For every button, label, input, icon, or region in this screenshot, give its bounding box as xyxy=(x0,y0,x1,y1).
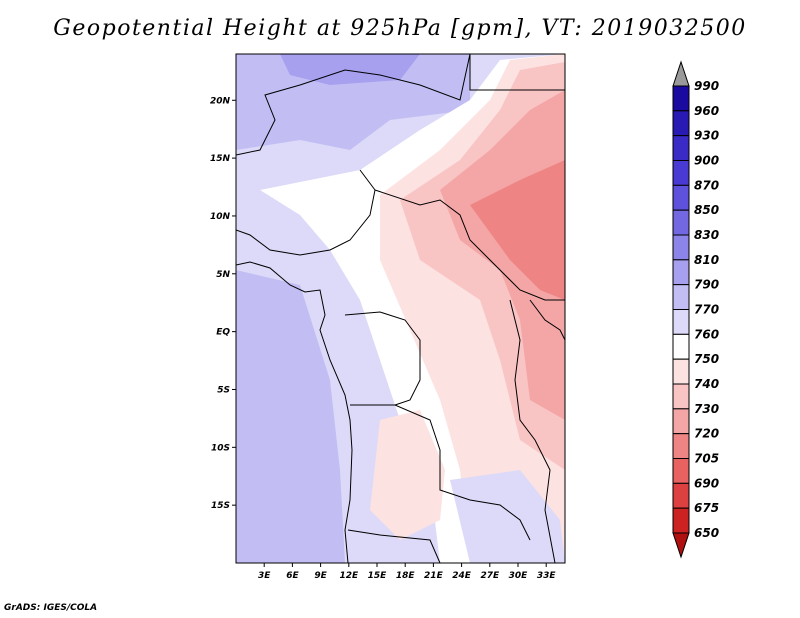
lon-tick-label: 12E xyxy=(339,571,359,581)
border-lakes xyxy=(529,299,565,341)
field-ocean-low xyxy=(236,270,345,563)
colorbar-swatch xyxy=(672,234,690,261)
colorbar-level-label: 790 xyxy=(694,278,719,292)
field-north-deep xyxy=(280,54,420,85)
lat-tick-label: 15S xyxy=(211,501,230,511)
lat-tick-label: 10N xyxy=(210,212,231,222)
lon-tick-label: 3E xyxy=(258,571,271,581)
coastline xyxy=(236,261,353,563)
lat-tick-label: 20N xyxy=(210,96,231,106)
lon-tick-label: 9E xyxy=(314,571,327,581)
colorbar-swatch xyxy=(672,85,690,112)
lat-tick-label: EQ xyxy=(216,328,230,338)
lon-tick-label: 15E xyxy=(368,571,388,581)
border-east xyxy=(509,299,556,563)
lat-tick-label: 5N xyxy=(216,270,230,280)
colorbar-swatch xyxy=(672,135,690,162)
field-730-band xyxy=(440,90,565,420)
colorbar-level-label: 760 xyxy=(694,327,719,341)
lon-tick-label: 27E xyxy=(480,571,500,581)
border-south xyxy=(347,529,441,563)
field-south-pink xyxy=(370,410,445,540)
border-angola xyxy=(350,404,531,541)
colorbar-swatch xyxy=(672,458,690,484)
border-central xyxy=(374,189,565,301)
colorbar-bottom-arrow xyxy=(672,532,690,559)
longitude-axis: 3E 6E 9E 12E 15E 18E 21E 24E 27E 30E 33E xyxy=(258,563,556,581)
colorbar-swatch xyxy=(672,433,690,459)
lon-tick-label: 21E xyxy=(424,571,444,581)
latitude-axis: 20N 15N 10N 5N EQ 5S 10S 15S xyxy=(210,96,236,511)
border-congo xyxy=(344,311,421,406)
colorbar-level-label: 740 xyxy=(694,377,719,391)
colorbar-level-label: 900 xyxy=(694,154,719,168)
colorbar-level-label: 960 xyxy=(694,104,719,118)
colorbar-swatch xyxy=(672,284,690,310)
colorbar-level-label: 675 xyxy=(694,501,719,515)
lon-tick-label: 30E xyxy=(509,571,529,581)
colorbar-swatch xyxy=(672,408,690,435)
colorbar-level-label: 705 xyxy=(694,452,719,466)
colorbar-swatch xyxy=(672,184,690,211)
colorbar-swatch xyxy=(672,383,690,410)
map-frame xyxy=(235,53,566,564)
lon-tick-label: 6E xyxy=(286,571,299,581)
lon-tick-label: 33E xyxy=(537,571,557,581)
colorbar-level-label: 650 xyxy=(694,526,719,540)
colorbar-swatch xyxy=(672,358,690,385)
field-north-blue xyxy=(236,54,470,150)
colorbar-level-label: 810 xyxy=(694,253,719,267)
colorbar-swatch xyxy=(672,309,690,335)
lon-tick-label: 24E xyxy=(452,571,472,581)
colorbar-swatch xyxy=(672,209,690,236)
colorbar-level-label: 850 xyxy=(694,203,719,217)
colorbar-level-label: 730 xyxy=(694,402,719,416)
lon-tick-label: 18E xyxy=(396,571,416,581)
lat-tick-label: 15N xyxy=(210,154,231,164)
colorbar-swatch xyxy=(672,259,690,286)
colorbar-level-label: 720 xyxy=(694,427,719,441)
colorbar: 990 960 930 900 870 850 830 810 790 770 760 750 740 7… xyxy=(672,60,719,559)
colorbar-level-label: 690 xyxy=(694,476,719,490)
colorbar-level-label: 830 xyxy=(694,228,719,242)
colorbar-swatch xyxy=(672,507,690,534)
footer-credit: GrADS: IGES/COLA xyxy=(4,603,98,613)
chart-title: Geopotential Height at 925hPa [gpm], VT:… xyxy=(53,16,747,41)
coast-border-lines xyxy=(236,54,565,563)
colorbar-level-label: 870 xyxy=(694,178,719,192)
colorbar-level-label: 990 xyxy=(694,79,719,93)
border-sahel xyxy=(236,169,376,256)
colorbar-swatch xyxy=(672,160,690,186)
colorbar-swatch xyxy=(672,482,690,509)
lat-tick-label: 10S xyxy=(211,443,230,453)
colorbar-swatch xyxy=(672,110,690,137)
colorbar-swatch xyxy=(672,333,690,360)
lat-tick-label: 5S xyxy=(217,385,230,395)
border-north xyxy=(236,54,471,156)
field-south-blue xyxy=(450,470,565,563)
colorbar-level-label: 750 xyxy=(694,352,719,366)
map-field xyxy=(236,54,565,563)
colorbar-top-arrow xyxy=(672,60,690,87)
colorbar-level-label: 930 xyxy=(694,129,719,143)
border-ne xyxy=(469,54,565,91)
field-720-core xyxy=(470,160,565,300)
colorbar-level-label: 770 xyxy=(694,303,719,317)
